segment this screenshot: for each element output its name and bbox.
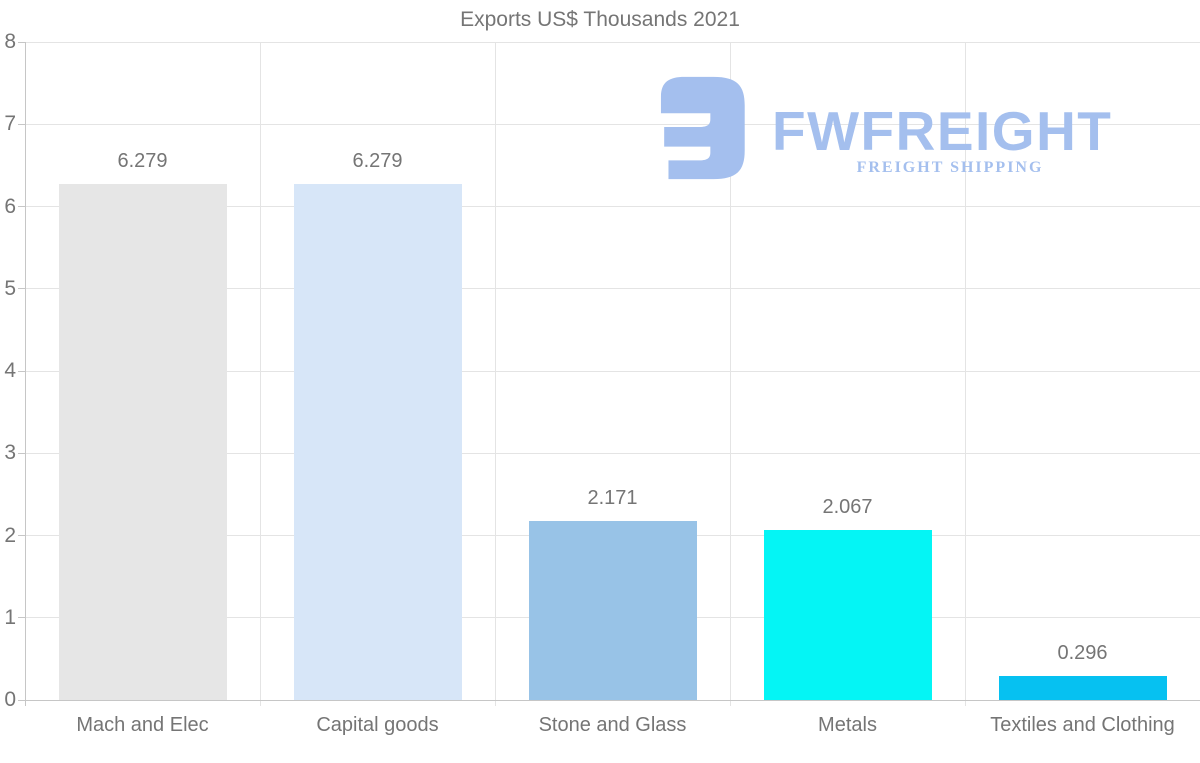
y-tick-label: 2: [4, 523, 16, 547]
x-axis-line: [25, 699, 1200, 701]
bar: [998, 675, 1167, 700]
category-label: Capital goods: [316, 714, 439, 736]
y-grid-line: [25, 206, 1200, 207]
x-grid-line: [494, 42, 496, 706]
bar-value-label: 6.279: [117, 149, 168, 172]
category-label: Mach and Elec: [76, 714, 209, 736]
y-tick-mark: [18, 123, 25, 125]
x-grid-line: [964, 42, 966, 706]
y-grid-line: [25, 288, 1200, 290]
bar: [58, 183, 227, 700]
y-tick-label: 4: [4, 359, 16, 382]
brand-tagline: FREIGHT SHIPPING: [856, 159, 1044, 176]
x-grid-line: [259, 42, 261, 706]
category-label: Metals: [818, 714, 877, 736]
x-grid-line: [729, 42, 731, 706]
y-tick-mark: [18, 41, 25, 43]
bar: [528, 521, 697, 700]
bar: [293, 183, 462, 700]
y-tick-mark: [18, 206, 25, 207]
y-tick-label: 8: [4, 30, 16, 53]
y-tick-label: 7: [4, 112, 16, 136]
bar-value-label: 2.171: [587, 487, 638, 510]
y-tick-mark: [18, 370, 25, 372]
y-tick-label: 6: [4, 194, 16, 218]
fwfreight-logo-mark-icon: [647, 73, 749, 188]
watermark-logo: FWFREIGHT FREIGHT SHIPPING: [645, 70, 1175, 185]
y-tick-label: 3: [4, 441, 16, 465]
y-grid-line: [25, 41, 1200, 43]
y-tick-mark: [18, 452, 25, 454]
y-tick-label: 1: [4, 605, 16, 629]
y-grid-line: [25, 370, 1200, 372]
y-tick-mark: [18, 617, 25, 619]
bar-value-label: 0.296: [1057, 641, 1108, 664]
chart-title: Exports US$ Thousands 2021: [460, 8, 740, 31]
bar-value-label: 6.279: [352, 149, 403, 172]
brand-wordmark: FWFREIGHT: [772, 100, 1113, 162]
y-tick-mark: [18, 288, 25, 290]
bar: [763, 529, 932, 700]
y-tick-label: 0: [4, 688, 16, 711]
category-label: Textiles and Clothing: [990, 714, 1175, 736]
y-axis-line: [24, 42, 26, 706]
y-tick-mark: [18, 699, 25, 701]
y-tick-label: 5: [4, 276, 16, 300]
y-grid-line: [25, 452, 1200, 454]
y-grid-line: [25, 123, 1200, 125]
category-label: Stone and Glass: [538, 714, 687, 736]
y-tick-mark: [18, 535, 25, 536]
bar-value-label: 2.067: [822, 495, 873, 518]
